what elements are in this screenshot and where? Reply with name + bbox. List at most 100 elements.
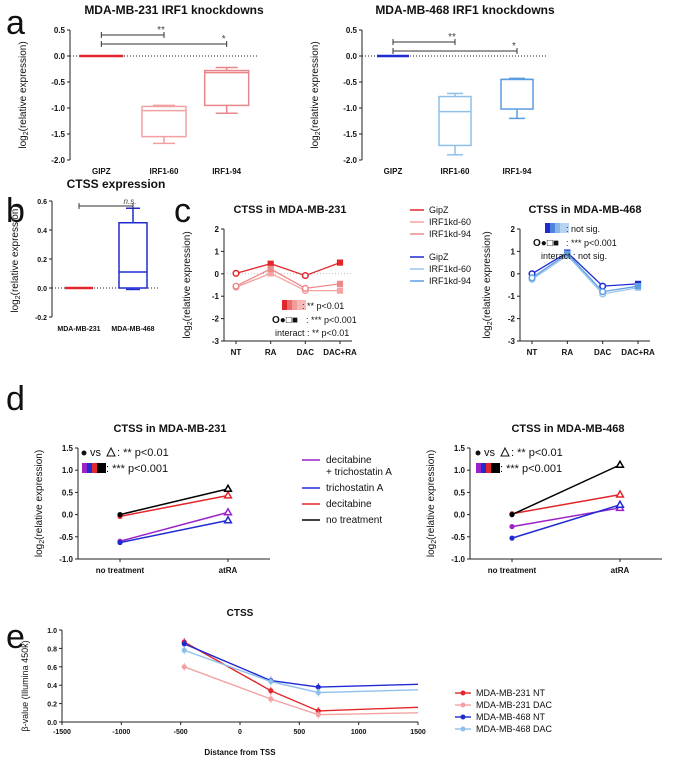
y-tick-label: 0.8 [47,646,57,653]
stat-swatch [550,223,559,233]
legend-label: MDA-MB-468 DAC [476,724,553,734]
chart-title: CTSS in MDA-MB-231 [113,423,226,435]
point [634,283,642,290]
x-tick-label: GIPZ [384,167,403,176]
point [268,696,274,702]
stat-swatch-c1 [282,300,306,310]
point [223,490,233,499]
y-tick-label: -0.5 [59,533,73,542]
legend-label: trichostatin A [326,483,384,494]
y-tick-label: 0.5 [54,26,66,35]
y-tick-label: 1.5 [62,444,74,453]
x-tick-label: atRA [611,566,630,575]
y-axis-label: log2(relative expression) [426,450,438,557]
x-tick-label: 1500 [410,729,426,736]
series-line [511,504,621,539]
stat-vs: vs [484,447,496,459]
sig-label: ** [448,32,456,43]
legend-entry [455,690,471,696]
x-tick-label: no treatment [488,566,537,575]
y-tick-label: 1.0 [454,466,466,475]
panel-letter-a: a [6,4,25,42]
stat-swatch [545,223,554,233]
series-line [119,519,229,544]
legend-label: IRF1kd-94 [429,276,471,286]
sig-label: * [222,34,226,45]
point [181,641,187,647]
y-tick-label: 0.2 [37,257,47,264]
point [509,523,515,530]
point [268,678,274,685]
point [223,507,233,516]
series-line [119,511,229,542]
stat-d [475,446,510,457]
y-tick-label: -3 [508,337,516,346]
x-tick-label: -1500 [53,729,71,736]
legend-entry [455,726,471,732]
stat-swatch [92,463,101,473]
x-tick-label: DAC+RA [621,348,655,357]
stat-line: : not sig. [566,224,600,234]
sig-label: * [512,41,516,52]
x-tick-label: IRF1-60 [150,167,179,176]
x-tick-label: IRF1-94 [503,167,532,176]
series-decitabine [117,490,233,519]
x-tick-label: RA [562,348,574,357]
point [232,269,240,277]
stat-swatch-c2 [545,223,569,233]
y-axis-label: log2(relative expression) [18,41,30,148]
point [615,489,625,498]
point [267,265,274,272]
legend-label: GipZ [429,252,449,262]
x-tick-label: -500 [174,729,188,736]
x-tick-label: RA [265,348,277,357]
series-line [183,649,419,694]
series-line [235,261,341,277]
y-axis-label: log2(relative expression) [482,231,494,338]
x-tick-label: atRA [219,566,238,575]
legend-marker [460,690,466,696]
x-axis-label: Distance from TSS [204,748,276,757]
x-tick-label: GIPZ [92,167,111,176]
stat-swatch-d [82,463,106,473]
stat-line: : ** p<0.01 [302,301,344,311]
chart-title: CTSS in MDA-MB-468 [511,423,624,435]
stat-dot [81,450,87,456]
stat-line: : *** p<0.001 [106,463,168,475]
series-mda-mb-468-dac [181,646,419,697]
x-tick-label: DAC [297,348,315,357]
sig-label: n.s. [124,197,137,206]
point [267,260,274,267]
y-axis-label: log2(relative expression) [34,450,46,557]
x-tick-label: 1000 [351,729,367,736]
y-tick-label: -1.0 [59,555,73,564]
y-tick-label: 0.4 [47,683,57,690]
y-tick-label: -3 [212,337,220,346]
y-axis-label: log2(relative expression) [182,231,194,338]
series-irf1kd-94 [232,265,344,292]
series-trichostatin-a [509,499,625,541]
series-line [531,252,639,293]
stat-swatch [287,300,296,310]
stat-swatch [555,223,564,233]
series-line [511,493,621,515]
box-iqr [438,95,472,147]
x-tick-label: DAC+RA [323,348,357,357]
stat-swatch [97,463,106,473]
y-tick-label: 2 [511,225,516,234]
y-tick-label: -1.5 [51,130,65,139]
stat-swatch [476,463,485,473]
y-tick-label: 2 [215,225,220,234]
stat-swatch [292,300,301,310]
stat-swatch [282,300,291,310]
y-tick-label: 1.0 [62,466,74,475]
stat-swatch [560,223,569,233]
series-mda-mb-231-nt [181,637,419,715]
x-tick-label: IRF1-94 [212,167,241,176]
series-line [183,666,419,716]
y-tick-label: -2.0 [343,156,357,165]
box-iqr [118,222,148,289]
y-tick-label: -0.5 [51,78,65,87]
legend-marker [460,714,466,720]
box-iqr [203,69,250,107]
